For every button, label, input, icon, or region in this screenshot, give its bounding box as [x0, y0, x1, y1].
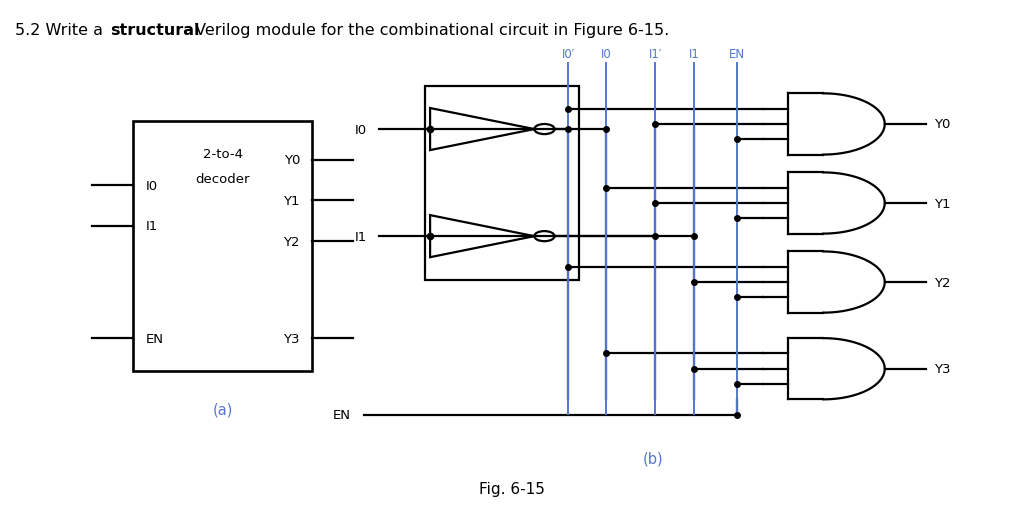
- Text: EN: EN: [145, 332, 164, 345]
- Text: Y0: Y0: [284, 154, 300, 167]
- Text: Y1: Y1: [934, 197, 950, 210]
- Text: decoder: decoder: [196, 173, 250, 186]
- Text: I1′: I1′: [648, 48, 663, 61]
- Text: 5.2 Write a: 5.2 Write a: [15, 23, 109, 38]
- Bar: [133, 122, 312, 372]
- Text: (b): (b): [642, 450, 664, 465]
- Text: I1: I1: [145, 220, 158, 233]
- Text: Y2: Y2: [284, 235, 300, 248]
- Text: Y0: Y0: [934, 118, 950, 131]
- Text: Fig. 6-15: Fig. 6-15: [479, 481, 545, 496]
- Text: Verilog module for the combinational circuit in Figure 6-15.: Verilog module for the combinational cir…: [190, 23, 670, 38]
- Text: I1: I1: [354, 230, 367, 243]
- Text: (a): (a): [213, 402, 232, 417]
- Text: I0: I0: [145, 179, 158, 192]
- Text: I0: I0: [601, 48, 611, 61]
- Text: EN: EN: [333, 408, 351, 421]
- Text: Y3: Y3: [284, 332, 300, 345]
- Text: structural: structural: [111, 23, 200, 38]
- Text: Y2: Y2: [934, 276, 950, 289]
- Text: I0′: I0′: [561, 48, 575, 61]
- Text: 2-to-4: 2-to-4: [203, 148, 243, 160]
- Text: I1: I1: [689, 48, 699, 61]
- Text: I0: I0: [354, 123, 367, 136]
- Text: Y1: Y1: [284, 194, 300, 208]
- Bar: [425, 87, 579, 280]
- Text: EN: EN: [729, 48, 745, 61]
- Text: Y3: Y3: [934, 362, 950, 376]
